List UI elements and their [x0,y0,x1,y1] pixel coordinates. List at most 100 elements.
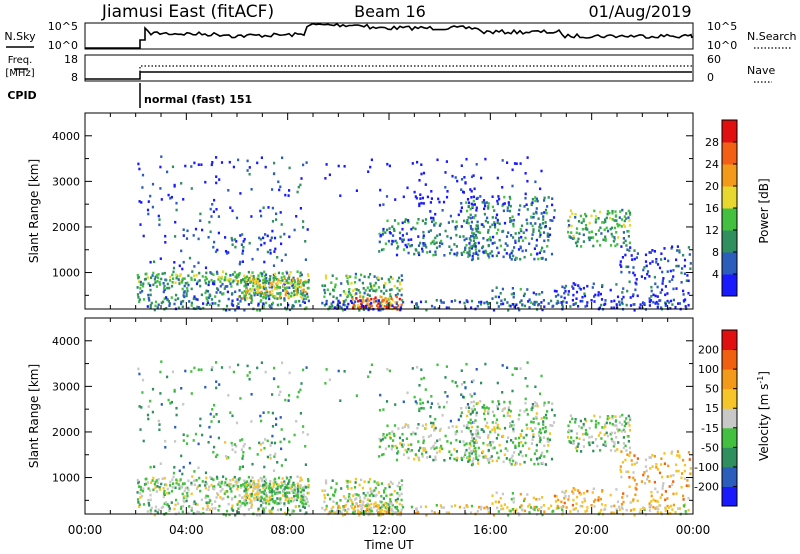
power-cell [243,237,246,241]
velocity-cell [399,487,402,491]
velocity-cell [405,450,409,454]
power-cell [620,225,623,228]
power-cell [267,282,271,285]
velocity-cell [512,500,515,504]
velocity-cell [157,419,160,423]
power-cell [550,299,553,303]
velocity-cell [242,445,245,448]
velocity-cell [470,394,473,398]
velocity-cell [263,446,266,450]
power-cell [480,300,483,304]
velocity-colorbar-label-main: Velocity [m s [757,384,771,461]
power-cell [230,236,233,240]
velocity-cell [180,507,183,511]
power-cell [614,210,617,213]
power-cell [229,206,232,209]
velocity-cell [418,407,421,411]
power-cell [235,216,239,220]
power-cell [225,272,228,276]
velocity-cell [399,442,402,445]
power-cell [613,299,616,303]
power-cell [548,233,552,237]
power-cell [288,308,292,312]
power-cell [474,214,477,217]
velocity-cell [683,477,686,480]
velocity-cell [226,483,229,487]
power-cell [521,303,524,306]
velocity-cell [491,428,494,432]
power-cell [627,209,630,213]
velocity-cell [439,446,442,450]
velocity-cell [166,491,169,495]
power-cell [296,277,299,281]
power-cell [223,287,226,290]
power-cell [594,214,598,218]
power-cell [273,161,276,165]
velocity-cell [397,427,400,430]
power-cell [287,296,290,300]
power-cell [388,288,392,292]
velocity-cell [402,443,405,447]
power-cell [472,174,475,177]
velocity-cell [501,364,504,367]
velocity-cell [599,415,602,419]
velocity-cell [671,508,674,511]
velocity-cell [685,484,688,487]
power-cell [567,290,570,293]
velocity-cell [504,447,507,450]
power-cell [445,195,449,199]
power-cell [259,238,262,241]
velocity-cell [261,477,264,481]
velocity-cell [520,429,524,433]
power-cell [158,281,161,284]
power-cell [274,272,277,276]
power-cell [430,190,433,193]
power-cell [655,300,658,304]
power-cell [625,212,628,215]
power-cell [277,286,280,289]
velocity-cell [286,496,289,500]
velocity-cell [629,418,632,421]
velocity-cell [302,425,305,428]
power-cell [543,305,546,308]
velocity-cell [468,454,471,458]
velocity-cell [256,453,259,456]
power-cell [465,243,468,247]
power-cell [398,297,401,301]
power-cell [572,287,575,290]
velocity-cell [645,469,648,473]
power-cell [483,201,486,205]
velocity-cell [500,504,503,508]
velocity-cell [172,482,175,485]
velocity-cell [366,507,369,510]
velocity-cell [421,401,424,405]
ytick-label: 4000 [52,335,80,348]
power-cell [387,278,390,281]
power-cell [205,277,208,281]
velocity-cell [544,463,547,466]
velocity-cell [210,420,213,423]
power-cell [538,292,541,296]
power-cell [149,288,152,292]
power-cell [268,279,271,283]
power-cell [463,219,466,223]
velocity-cell [493,414,496,417]
power-cell [142,282,145,285]
velocity-cell [627,414,630,418]
power-cell [288,274,291,277]
velocity-cell [422,407,425,410]
power-cell [509,256,512,259]
velocity-cell [487,407,490,410]
colorbar-tick-label: 20 [705,180,719,193]
velocity-cell [538,497,541,501]
power-cell [181,287,184,291]
velocity-cell [684,503,687,506]
velocity-cell [531,406,534,409]
velocity-cell [394,403,397,406]
velocity-cell [583,497,586,501]
velocity-cell [180,454,183,458]
velocity-cell [200,498,203,502]
velocity-cell [445,511,448,514]
power-cell [402,195,405,199]
velocity-cell [271,434,274,438]
